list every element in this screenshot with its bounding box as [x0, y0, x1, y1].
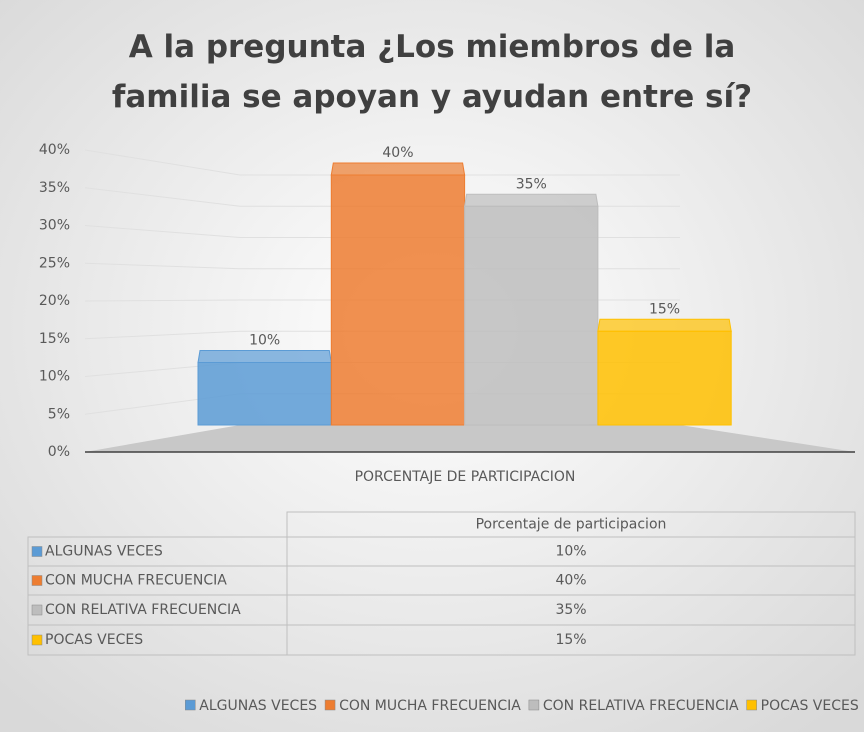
legend-label: CON MUCHA FRECUENCIA	[339, 698, 521, 714]
bar-top	[597, 318, 732, 332]
table-header: Porcentaje de participacion	[476, 517, 667, 533]
bar-top	[330, 162, 466, 176]
table-series-name: CON RELATIVA FRECUENCIA	[45, 602, 241, 618]
table-cell	[286, 624, 856, 656]
legend-label: POCAS VECES	[761, 698, 859, 714]
table-value: 10%	[555, 544, 586, 560]
y-tick-label: 0%	[48, 444, 70, 460]
chart-title: A la pregunta ¿Los miembros de la familia…	[112, 29, 752, 115]
table-key	[31, 575, 43, 586]
bar	[197, 362, 332, 426]
table-key	[31, 546, 43, 557]
legend-key	[746, 699, 757, 711]
legend-label: ALGUNAS VECES	[199, 698, 317, 714]
table-key	[31, 604, 43, 616]
table-value: 35%	[555, 602, 586, 618]
data-label: 10%	[249, 333, 280, 349]
y-tick-label: 15%	[39, 331, 70, 347]
bar-top	[464, 193, 599, 207]
y-tick-label: 25%	[39, 255, 70, 271]
data-label: 35%	[516, 176, 547, 192]
y-tick-label: 5%	[48, 406, 70, 422]
y-tick-label: 20%	[39, 293, 70, 309]
table-key	[31, 634, 43, 646]
legend-label: CON RELATIVA FRECUENCIA	[543, 698, 739, 714]
data-label: 40%	[382, 145, 413, 161]
y-tick-label: 35%	[39, 180, 70, 196]
table-value: 15%	[555, 632, 586, 648]
x-category-label: PORCENTAJE DE PARTICIPACION	[355, 469, 576, 485]
legend-key	[324, 699, 336, 711]
bar	[330, 174, 466, 426]
legend-key	[528, 699, 540, 711]
y-tick-label: 30%	[39, 218, 70, 234]
bar	[597, 330, 732, 426]
bar-top	[197, 350, 332, 363]
table-series-name: CON MUCHA FRECUENCIA	[45, 573, 227, 589]
floor	[85, 425, 855, 452]
grid-line	[84, 149, 680, 176]
y-tick-label: 10%	[39, 369, 70, 385]
bar	[464, 205, 599, 426]
table-series-name: ALGUNAS VECES	[45, 544, 163, 560]
data-label: 15%	[649, 301, 680, 317]
y-tick-label: 40%	[39, 142, 70, 158]
table-value: 40%	[555, 573, 586, 589]
table-series-name: POCAS VECES	[45, 632, 143, 648]
legend-key	[185, 699, 196, 711]
